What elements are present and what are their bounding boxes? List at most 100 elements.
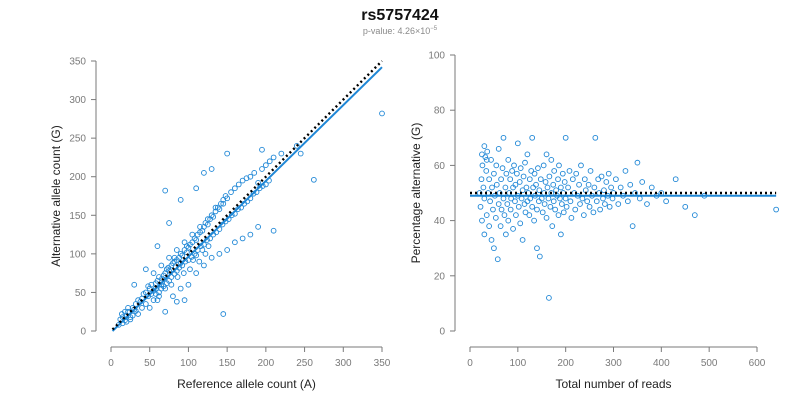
y-tick-label: 100 bbox=[69, 249, 86, 260]
data-point bbox=[682, 203, 689, 210]
data-point bbox=[559, 170, 566, 177]
data-point bbox=[514, 170, 520, 177]
data-point bbox=[481, 231, 488, 238]
data-point bbox=[255, 180, 261, 186]
data-point bbox=[488, 237, 495, 243]
data-point bbox=[142, 301, 149, 307]
data-point bbox=[580, 212, 587, 218]
data-point bbox=[270, 227, 277, 234]
data-point bbox=[617, 184, 624, 191]
data-point bbox=[569, 176, 576, 183]
data-point bbox=[639, 179, 646, 185]
data-point bbox=[605, 170, 612, 177]
data-point bbox=[543, 214, 550, 221]
data-point bbox=[263, 162, 269, 168]
data-point bbox=[173, 247, 180, 253]
data-point bbox=[171, 254, 178, 261]
y-tick-label: 200 bbox=[69, 172, 86, 183]
data-point bbox=[193, 237, 200, 243]
data-point bbox=[220, 200, 227, 207]
data-point bbox=[644, 201, 650, 207]
data-point bbox=[181, 239, 188, 246]
data-point bbox=[168, 281, 175, 288]
data-point bbox=[201, 262, 207, 269]
x-tick-label: 400 bbox=[653, 358, 670, 369]
data-point bbox=[197, 224, 203, 230]
x-tick-label: 500 bbox=[701, 358, 718, 369]
data-point bbox=[210, 213, 217, 220]
x-tick-label: 50 bbox=[144, 358, 156, 369]
data-point bbox=[212, 204, 219, 211]
data-point bbox=[550, 181, 557, 188]
data-point bbox=[493, 162, 500, 169]
data-point bbox=[545, 195, 552, 202]
data-point bbox=[479, 162, 486, 169]
data-point bbox=[205, 243, 212, 249]
data-point bbox=[546, 173, 553, 180]
data-point bbox=[479, 217, 485, 224]
data-point bbox=[543, 151, 550, 158]
data-point bbox=[531, 170, 538, 177]
data-point bbox=[608, 184, 614, 191]
data-point bbox=[216, 251, 223, 257]
data-point bbox=[487, 198, 493, 205]
data-point bbox=[498, 206, 505, 213]
data-point bbox=[603, 179, 610, 185]
data-point bbox=[491, 170, 497, 177]
data-point bbox=[562, 195, 569, 202]
data-point bbox=[185, 281, 192, 288]
data-point bbox=[142, 266, 149, 273]
data-point bbox=[773, 206, 779, 213]
data-point bbox=[311, 176, 317, 183]
data-point bbox=[595, 176, 602, 183]
x-tick-label: 350 bbox=[374, 358, 391, 369]
data-point bbox=[524, 198, 531, 205]
data-point bbox=[526, 212, 533, 218]
data-point bbox=[558, 184, 564, 191]
data-point bbox=[215, 204, 221, 211]
data-point bbox=[162, 285, 169, 292]
x-tick-label: 100 bbox=[180, 358, 197, 369]
data-point bbox=[528, 168, 535, 174]
data-point bbox=[551, 168, 558, 174]
x-tick-label: 200 bbox=[557, 358, 574, 369]
data-point bbox=[193, 270, 200, 276]
data-point bbox=[503, 231, 509, 238]
x-tick-label: 150 bbox=[219, 358, 236, 369]
y-axis-title: Percentage alternative (G) bbox=[409, 123, 423, 264]
data-point bbox=[224, 195, 230, 202]
data-point bbox=[577, 201, 583, 207]
data-point bbox=[557, 195, 563, 202]
data-point bbox=[524, 151, 531, 158]
data-point bbox=[170, 260, 176, 266]
data-point bbox=[239, 235, 246, 242]
data-point bbox=[565, 184, 571, 191]
data-point bbox=[613, 176, 619, 183]
data-point bbox=[235, 181, 242, 188]
data-point bbox=[529, 134, 536, 141]
data-point bbox=[555, 212, 562, 218]
data-point bbox=[166, 220, 172, 226]
subtitle-exponent: −5 bbox=[430, 26, 438, 32]
data-point bbox=[536, 198, 542, 205]
data-point bbox=[495, 145, 502, 152]
data-point bbox=[555, 176, 561, 183]
data-point bbox=[526, 176, 533, 183]
data-point bbox=[193, 252, 200, 259]
data-point bbox=[581, 176, 588, 183]
data-point bbox=[177, 285, 184, 292]
data-point bbox=[154, 243, 161, 249]
x-tick-label: 0 bbox=[108, 358, 114, 369]
data-point bbox=[478, 176, 485, 183]
data-point bbox=[255, 224, 261, 230]
data-point bbox=[572, 206, 579, 213]
left-scatter-panel: 0 50 100 150 200 250 300 350 0 50 100 150 200 250 300 3… bbox=[49, 57, 391, 392]
right-scatter-panel: 0 100 200 300 400 500 600 0 20 40 60 80 100 Total num… bbox=[409, 51, 779, 391]
fit-line bbox=[111, 66, 383, 332]
data-point bbox=[166, 254, 172, 261]
x-tick-label: 300 bbox=[335, 358, 352, 369]
data-point bbox=[201, 170, 207, 176]
data-point bbox=[247, 231, 254, 238]
data-point bbox=[499, 165, 506, 172]
